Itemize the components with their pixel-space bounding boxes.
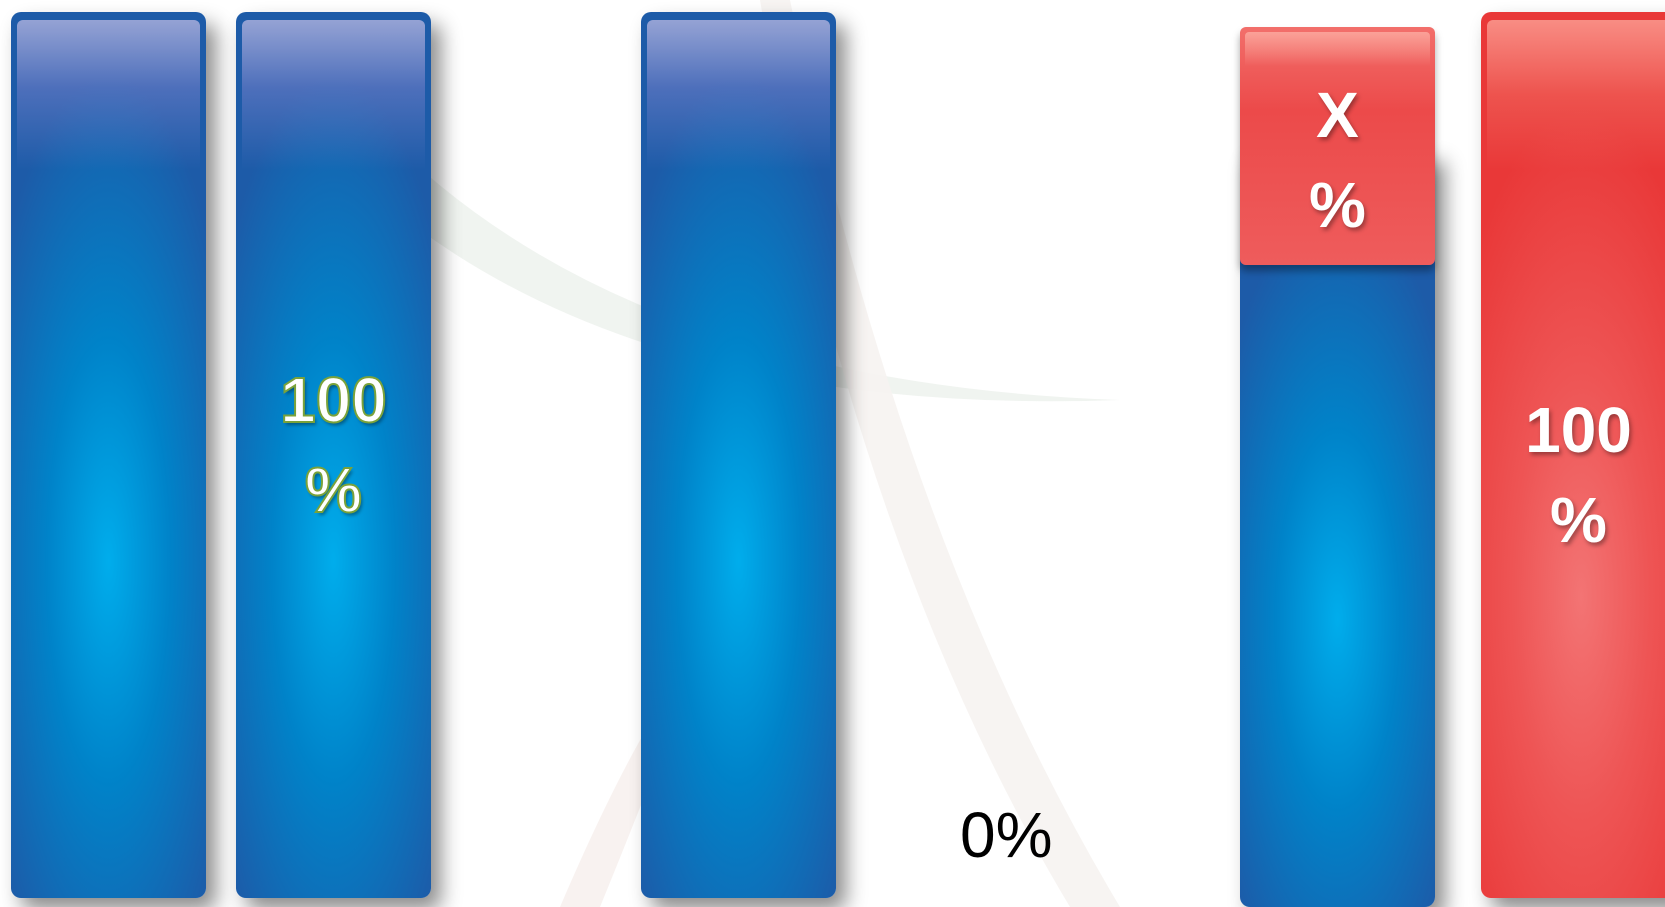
bar-gloss	[1487, 20, 1665, 170]
cap-gloss	[1245, 32, 1430, 66]
bar-2-value-label: 100 %	[279, 363, 388, 527]
blue-bar-3	[641, 12, 836, 898]
red-bar-value-label: 100 %	[1525, 394, 1632, 556]
blue-bar-1	[11, 12, 206, 898]
red-bar	[1481, 12, 1665, 898]
bar-gloss	[242, 20, 425, 170]
blue-bar-2	[236, 12, 431, 898]
cap-value-label: X %	[1309, 79, 1366, 241]
red-cap-segment	[1240, 27, 1435, 265]
blue-bar-with-red-cap	[1240, 150, 1435, 907]
zero-value-label: 0%	[960, 799, 1053, 871]
bar-gloss	[17, 20, 200, 170]
bar-gloss	[647, 20, 830, 170]
